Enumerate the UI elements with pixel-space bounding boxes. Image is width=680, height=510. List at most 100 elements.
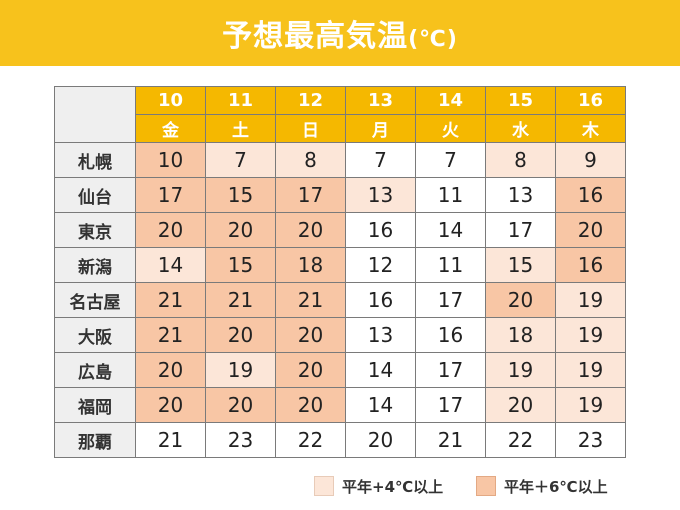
temperature-cell: 22 [485, 422, 556, 458]
temperature-cell: 23 [205, 422, 276, 458]
temperature-cell: 19 [555, 317, 626, 353]
temperature-cell: 14 [415, 212, 486, 248]
temperature-cell: 9 [555, 142, 626, 178]
weekday-header: 月 [345, 114, 416, 143]
temperature-cell: 21 [205, 282, 276, 318]
temperature-cell: 16 [555, 247, 626, 283]
temperature-cell: 18 [275, 247, 346, 283]
temperature-cell: 10 [135, 142, 206, 178]
table-row: 新潟 14 15 18 12 11 15 16 [54, 247, 626, 283]
temperature-cell: 7 [205, 142, 276, 178]
legend-label-plus6: 平年＋6℃以上 [504, 477, 608, 496]
temperature-cell: 13 [485, 177, 556, 213]
weekday-header: 土 [205, 114, 276, 143]
temperature-cell: 20 [135, 352, 206, 388]
weekday-header: 日 [275, 114, 346, 143]
table-row: 広島 20 19 20 14 17 19 19 [54, 352, 626, 388]
temperature-cell: 15 [485, 247, 556, 283]
legend-swatch-plus4 [314, 476, 334, 496]
temperature-cell: 12 [345, 247, 416, 283]
temperature-cell: 16 [415, 317, 486, 353]
city-name: 仙台 [54, 177, 136, 213]
temperature-cell: 21 [135, 282, 206, 318]
temperature-cell: 20 [275, 387, 346, 423]
temperature-cell: 19 [205, 352, 276, 388]
weekday-header: 木 [555, 114, 626, 143]
temperature-cell: 8 [275, 142, 346, 178]
city-name: 福岡 [54, 387, 136, 423]
temperature-cell: 20 [345, 422, 416, 458]
temperature-cell: 14 [135, 247, 206, 283]
table-row: 名古屋 21 21 21 16 17 20 19 [54, 282, 626, 318]
temperature-cell: 13 [345, 177, 416, 213]
city-name: 那覇 [54, 422, 136, 458]
temperature-cell: 17 [275, 177, 346, 213]
temperature-cell: 20 [555, 212, 626, 248]
city-name: 名古屋 [54, 282, 136, 318]
temperature-cell: 16 [345, 282, 416, 318]
temperature-cell: 21 [275, 282, 346, 318]
table-row: 仙台 17 15 17 13 11 13 16 [54, 177, 626, 213]
temperature-cell: 14 [345, 352, 416, 388]
table-row: 福岡 20 20 20 14 17 20 19 [54, 387, 626, 423]
weekday-header: 水 [485, 114, 556, 143]
temperature-cell: 22 [275, 422, 346, 458]
temperature-cell: 20 [275, 352, 346, 388]
date-header: 12 [275, 86, 346, 115]
temperature-cell: 17 [135, 177, 206, 213]
temperature-cell: 7 [345, 142, 416, 178]
temperature-cell: 20 [275, 212, 346, 248]
page-title: 予想最高気温(℃) [222, 11, 458, 55]
table-row: 東京 20 20 20 16 14 17 20 [54, 212, 626, 248]
legend-item-plus6: 平年＋6℃以上 [476, 474, 608, 498]
temperature-cell: 21 [135, 422, 206, 458]
header-banner: 予想最高気温(℃) [0, 0, 680, 66]
date-header: 15 [485, 86, 556, 115]
table-row: 札幌 10 7 8 7 7 8 9 [54, 142, 626, 178]
temperature-cell: 17 [415, 282, 486, 318]
temperature-cell: 16 [555, 177, 626, 213]
temperature-cell: 20 [205, 212, 276, 248]
weekday-header: 金 [135, 114, 206, 143]
temperature-cell: 19 [485, 352, 556, 388]
city-name: 広島 [54, 352, 136, 388]
title-unit: (℃) [408, 27, 458, 52]
temperature-cell: 23 [555, 422, 626, 458]
corner-cell [54, 86, 136, 143]
temperature-cell: 21 [415, 422, 486, 458]
city-name: 札幌 [54, 142, 136, 178]
temperature-cell: 11 [415, 247, 486, 283]
temperature-cell: 21 [135, 317, 206, 353]
temperature-cell: 20 [485, 282, 556, 318]
temperature-cell: 20 [135, 212, 206, 248]
temperature-cell: 18 [485, 317, 556, 353]
legend-swatch-plus6 [476, 476, 496, 496]
temperature-cell: 20 [205, 387, 276, 423]
date-header-row: 10 11 12 13 14 15 16 [54, 86, 626, 143]
temperature-cell: 20 [485, 387, 556, 423]
city-name: 新潟 [54, 247, 136, 283]
temperature-cell: 11 [415, 177, 486, 213]
temperature-cell: 17 [485, 212, 556, 248]
date-header: 14 [415, 86, 486, 115]
temperature-cell: 19 [555, 352, 626, 388]
legend-label-plus4: 平年+4℃以上 [342, 477, 444, 496]
table-row: 那覇 21 23 22 20 21 22 23 [54, 422, 626, 458]
city-name: 大阪 [54, 317, 136, 353]
temperature-cell: 20 [205, 317, 276, 353]
temperature-cell: 8 [485, 142, 556, 178]
temperature-cell: 17 [415, 352, 486, 388]
date-header: 13 [345, 86, 416, 115]
temperature-cell: 13 [345, 317, 416, 353]
date-header: 10 [135, 86, 206, 115]
temperature-cell: 16 [345, 212, 416, 248]
table-row: 大阪 21 20 20 13 16 18 19 [54, 317, 626, 353]
title-text: 予想最高気温 [222, 19, 409, 54]
temperature-cell: 7 [415, 142, 486, 178]
temperature-cell: 15 [205, 247, 276, 283]
temperature-cell: 17 [415, 387, 486, 423]
temperature-cell: 15 [205, 177, 276, 213]
forecast-table: 10 11 12 13 14 15 16 金土日月火水木札幌 10 7 8 7 7 8 9 仙台 17 15 17 1… [54, 86, 626, 458]
temperature-cell: 14 [345, 387, 416, 423]
weekday-header: 火 [415, 114, 486, 143]
